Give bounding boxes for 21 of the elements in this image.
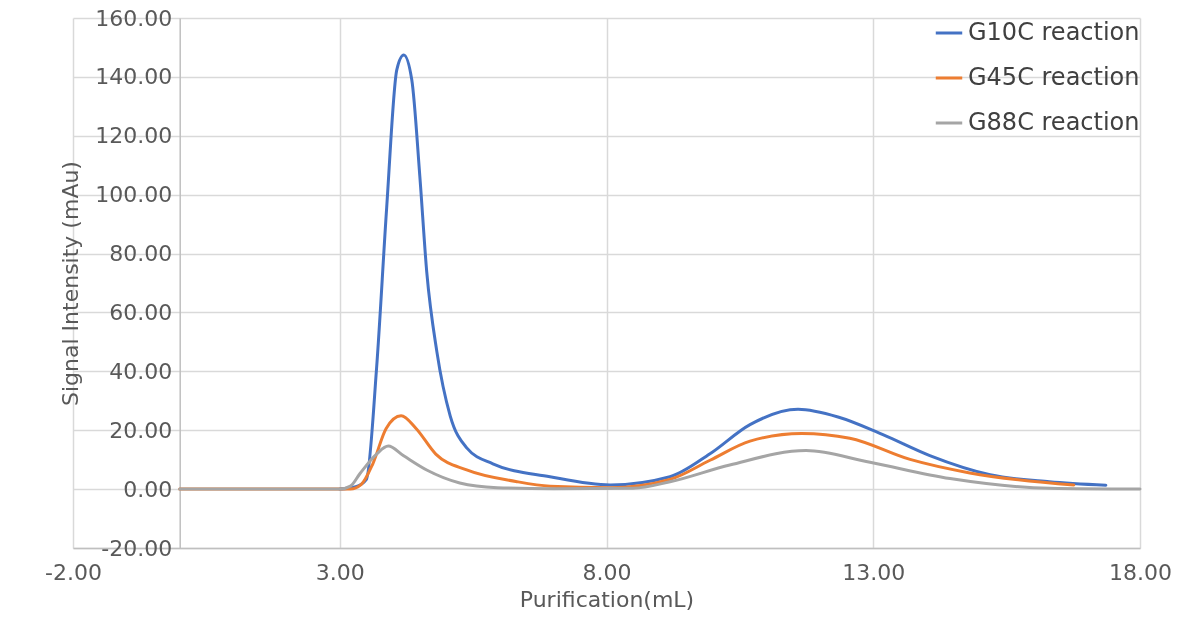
- x-tick-label: 18.00: [1109, 559, 1172, 585]
- legend-label: G10C reaction: [968, 18, 1140, 46]
- y-tick-label: -20.00: [101, 535, 173, 561]
- y-tick-label: 80.00: [109, 241, 173, 267]
- x-tick-label: 13.00: [842, 559, 906, 585]
- y-tick-label: 100.00: [95, 182, 173, 208]
- y-tick-label: 160.00: [95, 5, 173, 31]
- y-tick-label: 60.00: [109, 299, 173, 325]
- y-tick-label: 140.00: [95, 64, 173, 90]
- legend-label: G88C reaction: [968, 108, 1140, 136]
- line-series: [178, 444, 1142, 491]
- y-tick-label: 120.00: [95, 123, 173, 149]
- x-tick-label: 8.00: [582, 559, 632, 585]
- x-tick-label: -2.00: [45, 559, 102, 585]
- x-axis-title: Purification(mL): [519, 586, 695, 612]
- x-tick-label: 3.00: [315, 559, 365, 585]
- legend-label: G45C reaction: [968, 63, 1140, 91]
- y-tick-label: 40.00: [109, 358, 173, 384]
- y-tick-label: 0.00: [123, 476, 173, 502]
- y-axis-title: Signal Intensity (mAu): [58, 161, 84, 406]
- y-tick-label: 20.00: [109, 417, 173, 443]
